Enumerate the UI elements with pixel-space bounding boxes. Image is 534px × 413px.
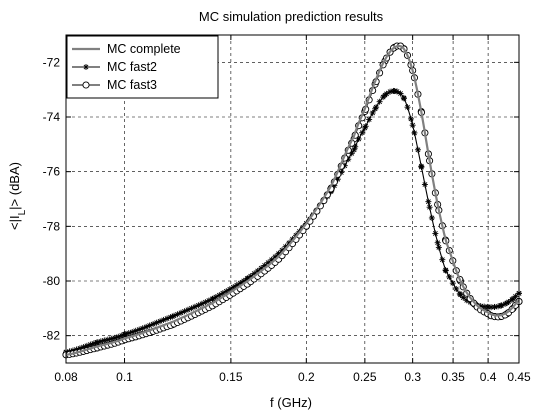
x-tick-label: 0.15: [219, 370, 243, 384]
plot-area-frame: [65, 34, 520, 364]
marker: [502, 300, 509, 307]
marker: [171, 312, 178, 319]
x-tick-label: 0.4: [480, 370, 497, 384]
y-tick-label: -72: [43, 55, 61, 69]
y-tick-label: -74: [43, 110, 61, 124]
marker: [369, 109, 376, 116]
x-tick-label: 0.2: [298, 370, 315, 384]
y-tick-label: -76: [43, 165, 61, 179]
x-tick-label: 0.08: [54, 370, 78, 384]
legend-item: MC fast3: [72, 78, 157, 92]
marker: [505, 298, 512, 305]
marker: [387, 88, 394, 95]
svg-text:<|IL|> (dBA): <|IL|> (dBA): [7, 162, 28, 230]
legend-item: MC complete: [72, 42, 181, 56]
legend: MC complete MC fast2 MC fast3: [66, 35, 219, 99]
marker: [435, 244, 442, 251]
marker: [407, 115, 414, 122]
legend-item: MC fast2: [72, 60, 157, 74]
marker: [362, 123, 369, 130]
y-tick-label: -78: [43, 219, 61, 233]
data-point: [434, 239, 441, 246]
plot-series: [62, 42, 523, 359]
marker: [428, 214, 435, 221]
y-axis-label: <|IL|> (dBA): [7, 162, 28, 230]
marker: [460, 294, 467, 301]
marker: [101, 337, 108, 344]
marker: [411, 129, 418, 136]
marker: [366, 116, 373, 123]
grid: [66, 35, 519, 363]
marker: [453, 285, 460, 292]
legend-label: MC complete: [107, 42, 181, 56]
marker: [376, 98, 383, 105]
marker: [418, 164, 425, 171]
marker: [414, 146, 421, 153]
x-axis-label: f (GHz): [270, 395, 312, 410]
marker: [383, 90, 390, 97]
marker: [449, 280, 456, 287]
x-tick-label: 0.45: [507, 370, 531, 384]
marker: [373, 104, 380, 111]
y-tick-label: -82: [43, 329, 61, 343]
marker: [425, 198, 432, 205]
marker: [401, 95, 408, 102]
legend-marker: [83, 64, 89, 70]
marker: [456, 290, 463, 297]
marker: [104, 336, 111, 343]
x-tick-label: 0.25: [353, 370, 377, 384]
x-tick-label: 0.3: [404, 370, 421, 384]
series-line: [65, 90, 520, 353]
marker: [439, 256, 446, 263]
data-point: [409, 122, 416, 129]
marker: [404, 104, 411, 111]
marker: [446, 273, 453, 280]
x-tick-label: 0.35: [441, 370, 465, 384]
marker: [432, 230, 439, 237]
legend-label: MC fast2: [107, 60, 157, 74]
marker: [390, 87, 397, 94]
legend-label: MC fast3: [107, 78, 157, 92]
marker: [421, 181, 428, 188]
series-line: [65, 44, 520, 356]
y-tick-label: -80: [43, 274, 61, 288]
marker: [359, 129, 366, 136]
marker: [442, 267, 449, 274]
marker: [397, 90, 404, 97]
series-mc-complete: [65, 44, 520, 356]
x-tick-label: 0.1: [116, 370, 133, 384]
chart-title: MC simulation prediction results: [199, 9, 384, 24]
data-point: [426, 204, 433, 211]
legend-marker: [82, 81, 90, 89]
